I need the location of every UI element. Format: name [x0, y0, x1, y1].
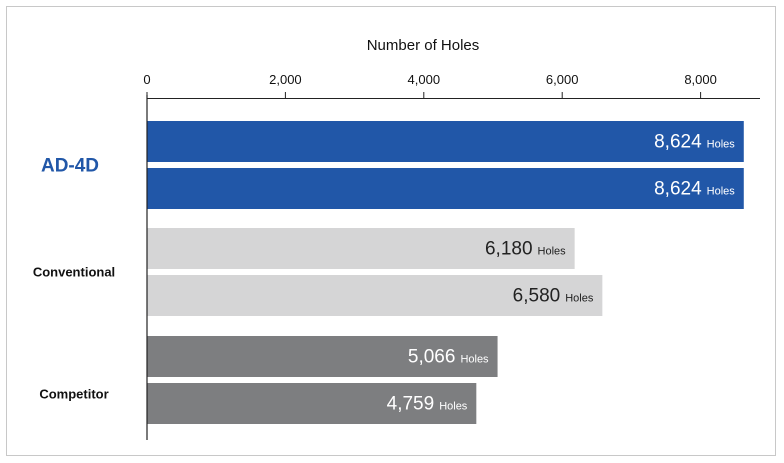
bar-group-ad-4d: AD-4D 8,624 Holes 8,624 Holes	[41, 121, 744, 209]
bar-unit: Holes	[565, 293, 594, 305]
group-label: Conventional	[33, 265, 115, 280]
bar-value: 6,180	[485, 239, 533, 260]
bar-value: 4,759	[387, 394, 435, 415]
bar-group-conventional: Conventional 6,180 Holes 6,580 Holes	[33, 228, 603, 316]
bar-unit: Holes	[707, 186, 736, 198]
bar	[147, 228, 575, 269]
x-axis-ticks: 0 2,000 4,000 6,000 8,000	[143, 72, 717, 99]
bar-group-competitor: Competitor 5,066 Holes 4,759 Holes	[39, 336, 498, 424]
bar	[147, 336, 498, 377]
x-tick-label: 2,000	[269, 72, 302, 87]
x-tick-label: 8,000	[684, 72, 717, 87]
bar-value: 6,580	[513, 286, 561, 307]
group-label: Competitor	[39, 387, 108, 402]
bar	[147, 275, 603, 316]
bar-value: 8,624	[654, 179, 702, 200]
x-tick-label: 6,000	[546, 72, 579, 87]
x-tick-label: 4,000	[408, 72, 441, 87]
bar-unit: Holes	[439, 401, 468, 413]
bar-value: 5,066	[408, 347, 456, 368]
bar-value-label: 6,580 Holes	[513, 286, 594, 307]
bar-value-label: 4,759 Holes	[387, 394, 468, 415]
bar	[147, 383, 477, 424]
bar-groups: AD-4D 8,624 Holes 8,624 Holes Conventional 6,1…	[33, 121, 744, 424]
bar-value-label: 5,066 Holes	[408, 347, 489, 368]
bar-value-label: 6,180 Holes	[485, 239, 566, 260]
bar-value-label: 8,624 Holes	[654, 132, 735, 153]
bar-value: 8,624	[654, 132, 702, 153]
bar-unit: Holes	[707, 139, 736, 151]
bar-value-label: 8,624 Holes	[654, 179, 735, 200]
x-tick-label: 0	[143, 72, 150, 87]
group-label: AD-4D	[41, 156, 99, 177]
x-axis-title: Number of Holes	[367, 37, 480, 54]
bar	[147, 121, 744, 162]
bar-unit: Holes	[538, 246, 567, 258]
bar-unit: Holes	[460, 354, 489, 366]
bar	[147, 168, 744, 209]
